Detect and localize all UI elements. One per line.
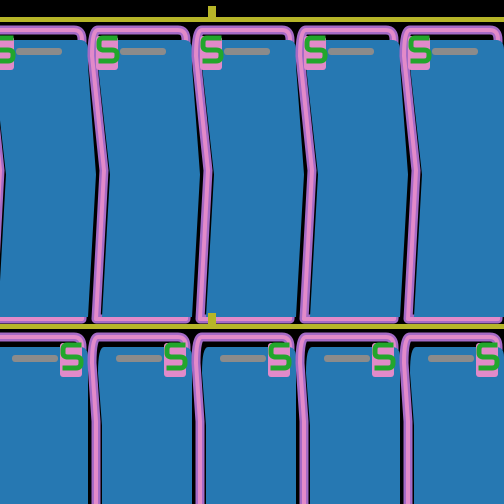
cell-fill bbox=[202, 40, 304, 317]
cell-fill bbox=[0, 40, 96, 317]
s-contact-icon bbox=[476, 342, 500, 371]
cell-fill bbox=[410, 347, 504, 504]
gray-stub bbox=[324, 355, 370, 362]
rail-tap-1 bbox=[208, 6, 216, 18]
s-contact-icon bbox=[304, 35, 328, 64]
cell-2-2 bbox=[87, 332, 192, 504]
cell-2-4 bbox=[295, 332, 400, 504]
power-rail-2 bbox=[0, 324, 504, 329]
gray-stub bbox=[120, 48, 166, 55]
cell-1-3 bbox=[191, 25, 304, 324]
cell-1-1 bbox=[0, 25, 96, 324]
cell-fill bbox=[410, 40, 504, 317]
gray-stub bbox=[116, 355, 162, 362]
cells-layer bbox=[0, 25, 504, 504]
cell-fill bbox=[98, 347, 192, 504]
s-contact-icon bbox=[164, 342, 188, 371]
cell-1-2 bbox=[87, 25, 200, 324]
s-contact-icon bbox=[0, 35, 16, 64]
cell-2-1 bbox=[0, 332, 88, 504]
power-rail-1 bbox=[0, 17, 504, 22]
s-contact-icon bbox=[268, 342, 292, 371]
gray-stub bbox=[12, 355, 58, 362]
rail-tap-2 bbox=[208, 313, 216, 325]
s-contact-icon bbox=[60, 342, 84, 371]
cell-2-3 bbox=[191, 332, 296, 504]
s-contact-icon bbox=[200, 35, 224, 64]
s-contact-icon bbox=[408, 35, 432, 64]
s-contact-icon bbox=[372, 342, 396, 371]
gray-stub bbox=[224, 48, 270, 55]
cell-fill bbox=[306, 347, 400, 504]
cell-1-4 bbox=[295, 25, 408, 324]
gray-stub bbox=[432, 48, 478, 55]
cell-2-5 bbox=[399, 332, 504, 504]
s-contact-icon bbox=[96, 35, 120, 64]
cell-fill bbox=[0, 347, 88, 504]
rails-layer bbox=[0, 6, 504, 329]
cell-1-5 bbox=[399, 25, 504, 324]
gray-stub bbox=[16, 48, 62, 55]
cell-fill bbox=[202, 347, 296, 504]
gray-stub bbox=[428, 355, 474, 362]
gray-stub bbox=[328, 48, 374, 55]
cell-fill bbox=[98, 40, 200, 317]
cell-fill bbox=[306, 40, 408, 317]
gray-stub bbox=[220, 355, 266, 362]
